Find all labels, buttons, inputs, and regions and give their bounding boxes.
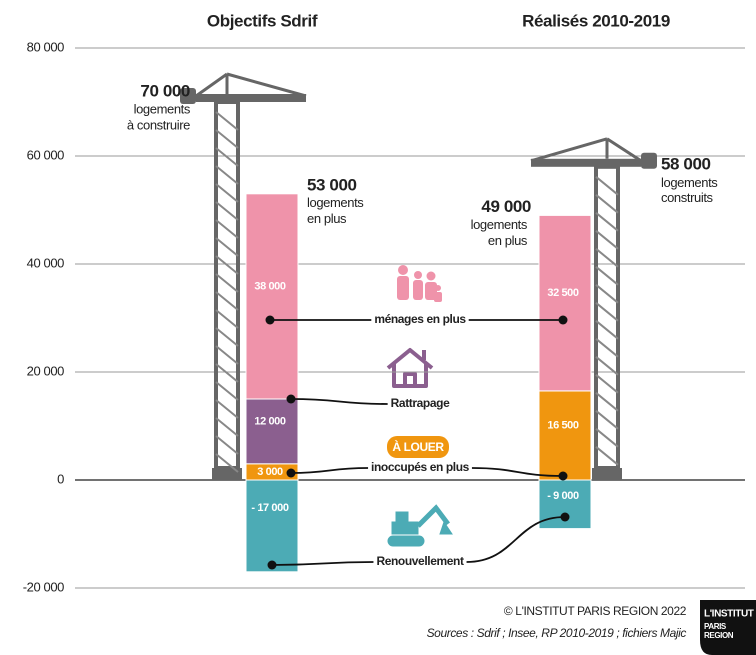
bar-segment — [539, 215, 591, 391]
bar-segment — [246, 194, 298, 399]
crane-text: construits — [661, 190, 714, 205]
y-tick-label: 40 000 — [27, 255, 65, 270]
leader-dot — [287, 469, 296, 478]
crane-cables — [196, 74, 306, 96]
crane-lattice — [596, 339, 618, 357]
crane-lattice — [216, 328, 238, 346]
series-label: inoccupés en plus — [371, 460, 470, 474]
y-tick-label: 60 000 — [27, 147, 65, 162]
logo-text: L'INSTITUT — [704, 609, 754, 620]
crane-lattice — [216, 112, 238, 130]
chart: Objectifs Sdrif Réalisés 2010-2019 © L'I… — [0, 0, 756, 655]
y-tick-label: -20 000 — [23, 579, 64, 594]
y-tick-label: 20 000 — [27, 363, 65, 378]
total-text: logements — [471, 217, 528, 232]
crane-lattice — [596, 447, 618, 465]
crane-lattice — [216, 292, 238, 310]
family-icon — [397, 265, 442, 302]
leader-line — [291, 399, 388, 404]
crane-lattice — [216, 310, 238, 328]
crane-lattice — [216, 238, 238, 256]
logo-text: REGION — [704, 631, 734, 640]
crane-lattice — [596, 393, 618, 411]
value-label: 38 000 — [254, 280, 286, 292]
crane-lattice — [216, 202, 238, 220]
crane-jib — [196, 94, 306, 102]
crane-lattice — [596, 285, 618, 303]
crane-text: logements — [661, 175, 718, 190]
crane-lattice — [596, 411, 618, 429]
leader-dot — [559, 472, 568, 481]
leader-line — [291, 468, 368, 473]
crane-lattice — [216, 220, 238, 238]
value-label: - 9 000 — [547, 490, 579, 502]
crane-lattice — [596, 303, 618, 321]
crane-lattice — [216, 148, 238, 166]
crane-lattice — [216, 400, 238, 418]
crane-lattice — [596, 375, 618, 393]
total-text: logements — [307, 195, 364, 210]
credit: © L'INSTITUT PARIS REGION 2022 — [504, 604, 687, 618]
crane-lattice — [596, 429, 618, 447]
crane-lattice — [216, 418, 238, 436]
total-text: en plus — [488, 233, 528, 248]
leader-dot — [559, 316, 568, 325]
leader-dot — [561, 513, 570, 522]
series-label: ménages en plus — [374, 312, 466, 326]
value-label: 3 000 — [257, 466, 283, 478]
logo-text: PARIS — [704, 622, 727, 631]
sources: Sources : Sdrif ; Insee, RP 2010-2019 ; … — [427, 626, 687, 640]
total-value: 49 000 — [481, 197, 531, 216]
leader-dot — [268, 561, 277, 570]
crane-lattice — [596, 213, 618, 231]
crane-lattice — [216, 274, 238, 292]
crane-cables — [531, 139, 641, 161]
crane-counterweight — [641, 153, 657, 169]
crane-value: 70 000 — [140, 81, 190, 100]
crane-lattice — [216, 130, 238, 148]
house-icon — [388, 350, 432, 386]
value-label: 12 000 — [254, 415, 286, 427]
bar-segment — [539, 391, 591, 480]
value-label: 32 500 — [547, 287, 579, 299]
crane-lattice — [216, 382, 238, 400]
y-tick-label: 0 — [57, 471, 64, 486]
value-label: - 17 000 — [251, 502, 288, 514]
leader-dot — [266, 316, 275, 325]
crane-lattice — [596, 231, 618, 249]
crane-value: 58 000 — [661, 154, 711, 173]
crane-lattice — [596, 321, 618, 339]
column-title: Réalisés 2010-2019 — [522, 11, 670, 30]
crane-lattice — [596, 195, 618, 213]
bar-segment — [246, 480, 298, 572]
series-label: Renouvellement — [376, 554, 463, 568]
badge-text: À LOUER — [392, 439, 444, 454]
crane-lattice — [596, 177, 618, 195]
crane-lattice — [216, 346, 238, 364]
crane-lattice — [216, 256, 238, 274]
crane-text: à construire — [127, 117, 190, 132]
excavator-icon — [388, 508, 452, 546]
y-tick-label: 80 000 — [27, 39, 65, 54]
crane-lattice — [216, 184, 238, 202]
total-value: 53 000 — [307, 175, 357, 194]
bar-segment — [246, 399, 298, 464]
crane-lattice — [216, 166, 238, 184]
crane-jib — [531, 159, 641, 167]
crane-lattice — [216, 436, 238, 454]
column-title: Objectifs Sdrif — [207, 11, 318, 30]
total-text: en plus — [307, 211, 347, 226]
leader-dot — [287, 395, 296, 404]
crane-lattice — [596, 267, 618, 285]
crane-text: logements — [134, 101, 191, 116]
value-label: 16 500 — [547, 419, 579, 431]
series-label: Rattrapage — [391, 396, 450, 410]
crane-lattice — [216, 364, 238, 382]
